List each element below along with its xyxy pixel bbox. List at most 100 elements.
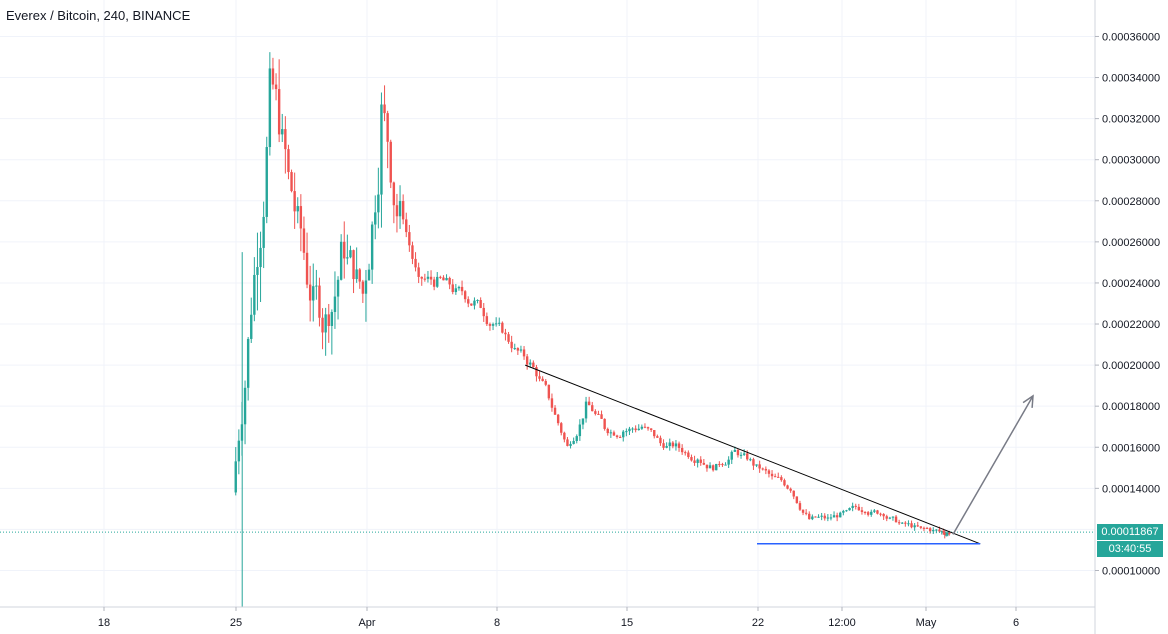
candle-body: [780, 477, 783, 481]
candle-body: [436, 276, 439, 287]
candle-body: [764, 468, 768, 471]
candle-body: [318, 285, 321, 318]
candle-body: [758, 464, 761, 469]
candle-body: [699, 459, 702, 463]
candle-body: [550, 398, 554, 408]
candle-body: [358, 269, 361, 282]
candle-body: [832, 515, 836, 518]
candle-body: [553, 407, 557, 415]
candle-body: [482, 307, 485, 317]
candle-body: [504, 332, 507, 335]
candle-body: [814, 516, 817, 518]
candle-body: [925, 527, 929, 529]
candle-body: [377, 194, 380, 213]
candle-body: [234, 461, 237, 493]
candle-body: [746, 453, 749, 460]
candle-body: [532, 362, 535, 368]
candle-body: [476, 300, 479, 302]
candle-body: [721, 464, 724, 466]
candle-body: [426, 276, 430, 279]
candle-body: [479, 300, 482, 308]
breakout-arrow[interactable]: [952, 395, 1034, 535]
candle-body: [761, 468, 764, 470]
candle-body: [253, 274, 256, 315]
candle-body: [544, 381, 547, 385]
candle-body: [649, 428, 653, 430]
price-tick-label: 0.00018000: [1102, 401, 1160, 413]
breakout-arrow-head: [1022, 394, 1034, 408]
candle-body: [817, 516, 820, 518]
candle-body: [851, 505, 854, 509]
candle-body: [312, 286, 315, 301]
price-tick-label: 0.00032000: [1102, 114, 1160, 126]
candle-body: [671, 442, 675, 447]
candle-body: [429, 276, 433, 280]
candle-body: [525, 356, 529, 365]
candle-body: [519, 349, 523, 351]
candle-body: [801, 509, 805, 513]
candle-body: [265, 147, 268, 217]
time-tick-label: Apr: [358, 617, 375, 629]
candle-body: [674, 443, 678, 447]
candle-body: [786, 485, 789, 489]
candle-body: [302, 228, 306, 253]
candle-body: [622, 431, 625, 438]
candle-body: [259, 247, 262, 268]
candle-body: [529, 362, 532, 365]
candle-body: [730, 451, 733, 460]
candle-body: [600, 414, 603, 419]
candle-body: [575, 436, 578, 441]
candle-body: [361, 281, 365, 294]
candle-body: [414, 258, 417, 268]
candle-body: [646, 427, 650, 429]
time-tick-label: 6: [1013, 617, 1019, 629]
candle-body: [945, 534, 948, 536]
candle-body: [516, 348, 520, 351]
candle-body: [677, 443, 681, 448]
candle-body: [922, 527, 926, 529]
candle-body: [448, 277, 451, 285]
candle-body: [392, 182, 396, 206]
candle-body: [615, 435, 619, 438]
candle-body: [442, 277, 445, 281]
candle-body: [250, 314, 253, 339]
price-scale[interactable]: 0.00036000 0.00034000 0.00032000 0.00030000…: [1095, 31, 1160, 578]
time-tick-label: 15: [621, 617, 633, 629]
candle-body: [274, 84, 278, 90]
candle-body: [569, 443, 572, 446]
candle-body: [848, 508, 851, 511]
candle-body: [916, 525, 919, 527]
candle-body: [948, 532, 951, 535]
candle-body: [488, 324, 492, 326]
candle-body: [789, 488, 792, 491]
price-tick-label: 0.00016000: [1102, 442, 1160, 454]
candle-body: [835, 515, 839, 518]
candle-body: [739, 454, 743, 456]
candle-body: [470, 303, 473, 306]
candle-body: [330, 311, 334, 326]
candle-body: [556, 414, 560, 424]
candle-body: [367, 269, 371, 281]
candle-body: [665, 446, 668, 448]
price-tick-label: 0.00030000: [1102, 155, 1160, 167]
price-tick-label: 0.00010000: [1102, 566, 1160, 578]
descending-trend-line[interactable]: [525, 364, 981, 545]
candle-body: [454, 288, 458, 293]
candle-body: [591, 405, 594, 412]
candlestick-series: [234, 52, 951, 607]
candle-body: [370, 224, 374, 270]
candle-body: [808, 513, 811, 520]
candle-body: [383, 104, 386, 114]
time-scale[interactable]: 18 25 Apr 8 15 22 12:00 May 6: [98, 607, 1019, 629]
candle-body: [547, 384, 551, 399]
candle-body: [715, 463, 718, 471]
candle-body: [541, 378, 544, 382]
candle-body: [783, 480, 786, 486]
candle-body: [277, 89, 281, 135]
candle-body: [432, 279, 436, 287]
candle-body: [820, 515, 823, 517]
candle-body: [839, 512, 842, 518]
candle-body: [507, 334, 510, 342]
candle-body: [566, 439, 569, 446]
